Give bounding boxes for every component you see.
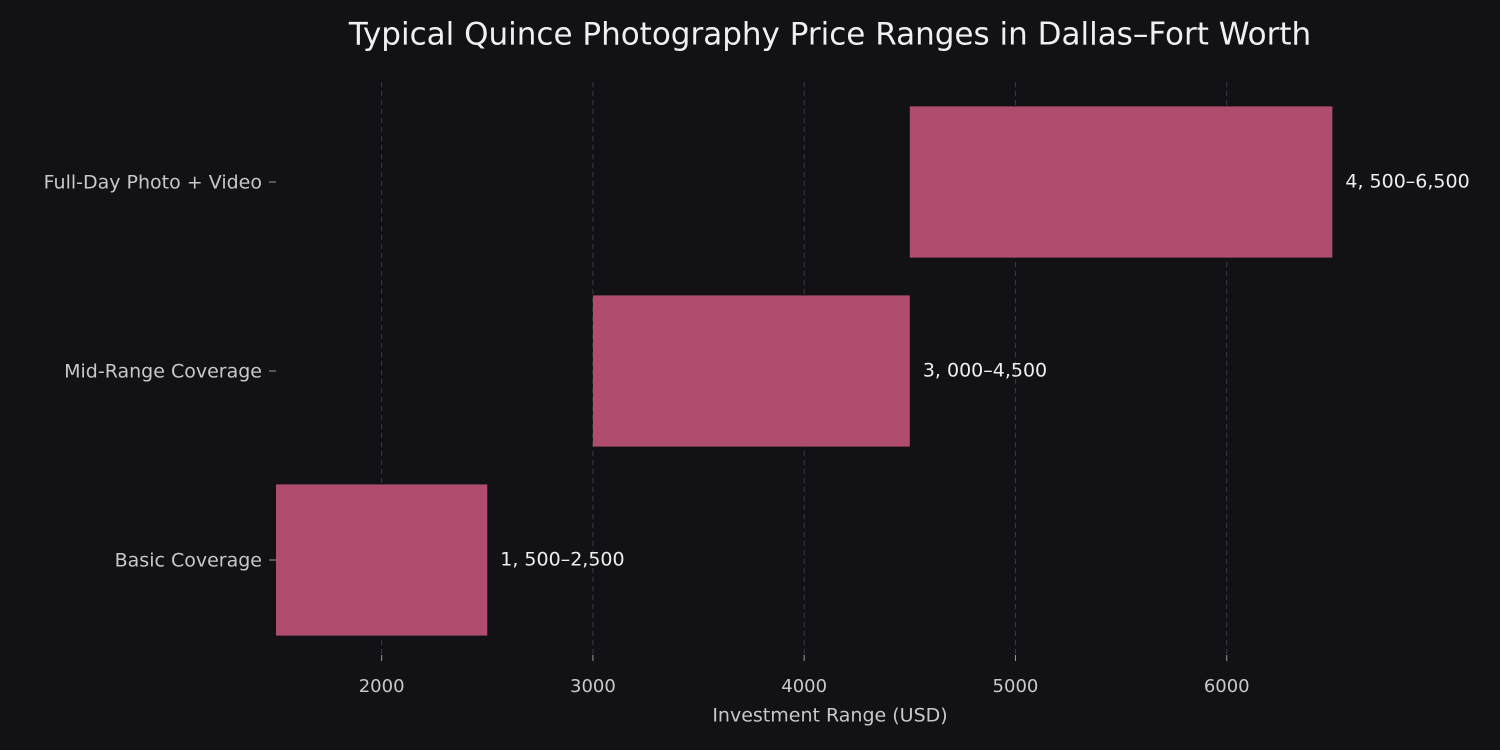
x-tick-label: 2000 — [359, 676, 405, 697]
x-axis-label: Investment Range (USD) — [712, 705, 947, 727]
y-tick-label: Mid-Range Coverage — [64, 361, 262, 383]
value-label: 4, 500–6,500 — [1345, 171, 1469, 193]
bar — [276, 484, 488, 636]
chart-title: Typical Quince Photography Price Ranges … — [348, 17, 1311, 53]
x-tick-label: 5000 — [993, 676, 1039, 697]
x-tick-label: 4000 — [781, 676, 827, 697]
x-tick-label: 3000 — [570, 676, 616, 697]
bar — [592, 295, 910, 447]
value-label: 1, 500–2,500 — [500, 549, 624, 571]
y-tick-label: Full-Day Photo + Video — [44, 172, 262, 194]
x-tick-label: 6000 — [1204, 676, 1250, 697]
value-label: 3, 000–4,500 — [923, 360, 1047, 382]
y-tick-label: Basic Coverage — [115, 550, 262, 572]
bar — [909, 106, 1333, 258]
